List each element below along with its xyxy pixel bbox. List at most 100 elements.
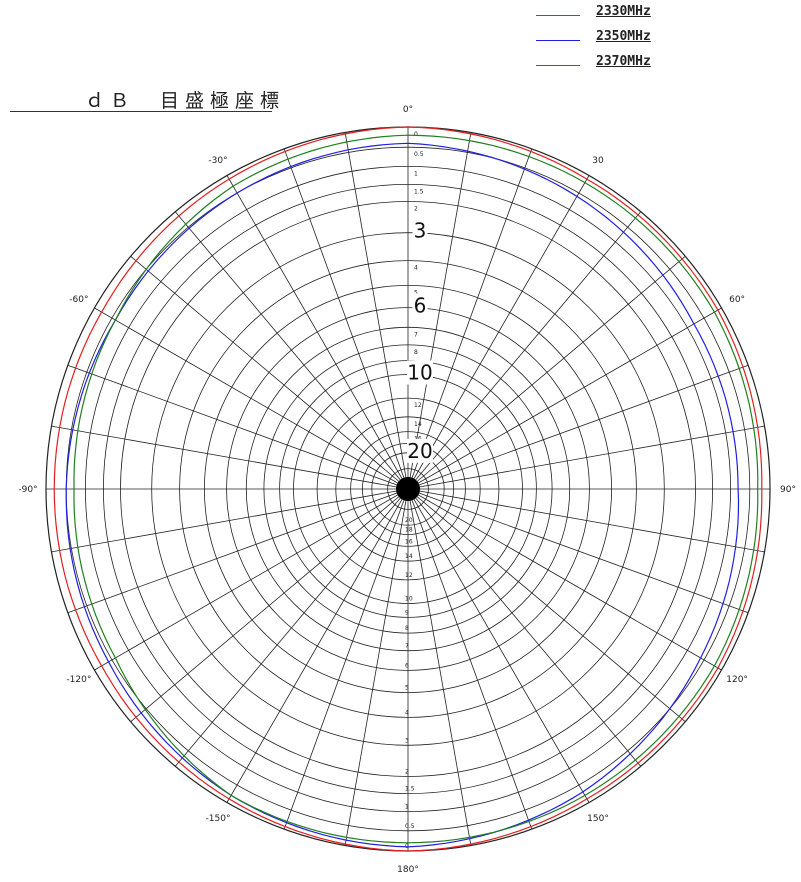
grid-spoke	[407, 488, 765, 553]
radial-big-label: 3	[414, 219, 427, 243]
grid-ring	[387, 468, 429, 510]
grid-ring	[316, 397, 500, 581]
radial-tick-label: 0	[414, 131, 418, 138]
grid-spoke	[407, 175, 590, 490]
legend-label-2370: 2370MHz	[596, 54, 651, 69]
angle-label: 30	[592, 156, 604, 166]
grid-ring	[245, 326, 571, 652]
radial-tick-label: 1.5	[414, 188, 424, 195]
radial-tick-label: 10	[405, 596, 413, 603]
angle-label: -120°	[66, 675, 91, 685]
radial-tick-label: 16	[405, 538, 413, 545]
radial-tick-label: 2	[414, 206, 418, 213]
grid-ring	[102, 183, 714, 795]
title-underline	[10, 111, 272, 112]
legend-line-2350	[536, 40, 580, 41]
radial-big-label-bg	[407, 360, 433, 385]
radial-tick-label: 18	[405, 527, 413, 534]
radial-tick-label: 5	[405, 685, 409, 692]
grid-ring	[151, 232, 665, 746]
grid-spoke	[226, 488, 409, 803]
legend-line-2330	[536, 15, 580, 16]
angle-label: 90°	[780, 485, 796, 495]
grid-ring	[203, 284, 613, 694]
angle-label: -150°	[206, 814, 231, 824]
radial-tick-label: 1	[405, 804, 409, 811]
angle-label: -30°	[208, 156, 227, 166]
angle-label: 120°	[726, 675, 748, 685]
radial-tick-label: 0.5	[414, 151, 424, 158]
grid-ring	[84, 165, 732, 813]
grid-ring	[179, 260, 637, 718]
grid-ring	[335, 416, 481, 562]
grid-spoke	[407, 488, 642, 767]
grid-spoke	[344, 132, 409, 490]
grid-spoke	[407, 488, 722, 671]
grid-spoke	[51, 425, 409, 490]
grid-spoke	[174, 211, 409, 490]
radial-tick-label: 6	[405, 662, 409, 669]
radial-tick-label: 12	[405, 572, 413, 579]
angle-label: 180°	[397, 865, 419, 875]
grid-spoke	[94, 307, 409, 490]
radial-tick-label: 20	[405, 517, 413, 524]
grid-ring	[350, 431, 466, 547]
angle-label: 0°	[403, 105, 413, 115]
radial-tick-label: 8	[414, 349, 418, 356]
grid-ring	[226, 307, 590, 671]
grid-ring	[263, 344, 553, 634]
radial-tick-label: 5	[414, 289, 418, 296]
chart-title: ｄＢ 目盛極座標	[85, 90, 286, 112]
radial-big-label: 10	[407, 361, 432, 385]
legend-label-2350: 2350MHz	[596, 29, 651, 44]
radial-tick-label: 3	[405, 737, 409, 744]
grid-ring	[120, 201, 696, 777]
grid-spoke	[344, 488, 409, 846]
grid-spoke	[407, 255, 686, 490]
angle-label: -60°	[69, 295, 88, 305]
series-line-2330MHz	[53, 126, 763, 852]
grid-spoke	[407, 307, 722, 490]
series-line-2370MHz	[73, 134, 759, 844]
grid-spoke	[407, 425, 765, 490]
grid-spoke	[51, 488, 409, 553]
grid-spoke	[174, 488, 409, 767]
center-hub	[396, 477, 420, 501]
radial-big-label: 6	[414, 294, 427, 318]
radial-big-label-bg	[407, 438, 433, 463]
radial-tick-label: 7	[405, 643, 409, 650]
legend-item-2350: 2350MHz	[536, 29, 676, 54]
radial-tick-label: 7	[414, 331, 418, 338]
radial-tick-label: 14	[414, 421, 422, 428]
grid-spoke	[130, 488, 409, 723]
legend-item-2370: 2370MHz	[536, 54, 676, 79]
grid-spoke	[407, 211, 642, 490]
grid-spoke	[94, 488, 409, 671]
grid-spoke	[130, 255, 409, 490]
radial-big-label-bg	[412, 293, 428, 318]
radial-tick-label: 4	[414, 265, 418, 272]
grid-spoke	[407, 488, 472, 846]
radial-big-label-bg	[412, 218, 428, 243]
legend-line-2370	[536, 65, 580, 66]
legend-item-2330: 2330MHz	[536, 4, 676, 29]
radial-big-label: 20	[407, 439, 432, 463]
radial-tick-label: 12	[414, 402, 422, 409]
legend: 2330MHz 2350MHz 2370MHz	[536, 4, 676, 79]
angle-label: 60°	[729, 295, 745, 305]
radial-tick-label: 4	[405, 709, 409, 716]
radial-tick-label: 9	[405, 609, 409, 616]
grid-spoke	[407, 488, 590, 803]
grid-spoke	[407, 132, 472, 490]
angle-label: 150°	[587, 814, 609, 824]
radial-tick-label: 1.5	[405, 786, 415, 793]
angle-label: -90°	[18, 485, 37, 495]
radial-tick-label: 1	[414, 170, 418, 177]
grid-spoke	[407, 488, 686, 723]
radial-tick-label: 2	[405, 769, 409, 776]
radial-tick-label: 8	[405, 625, 409, 632]
radial-tick-label: 14	[405, 553, 413, 560]
radial-tick-label: 0.5	[405, 823, 415, 830]
grid-spoke	[226, 175, 409, 490]
